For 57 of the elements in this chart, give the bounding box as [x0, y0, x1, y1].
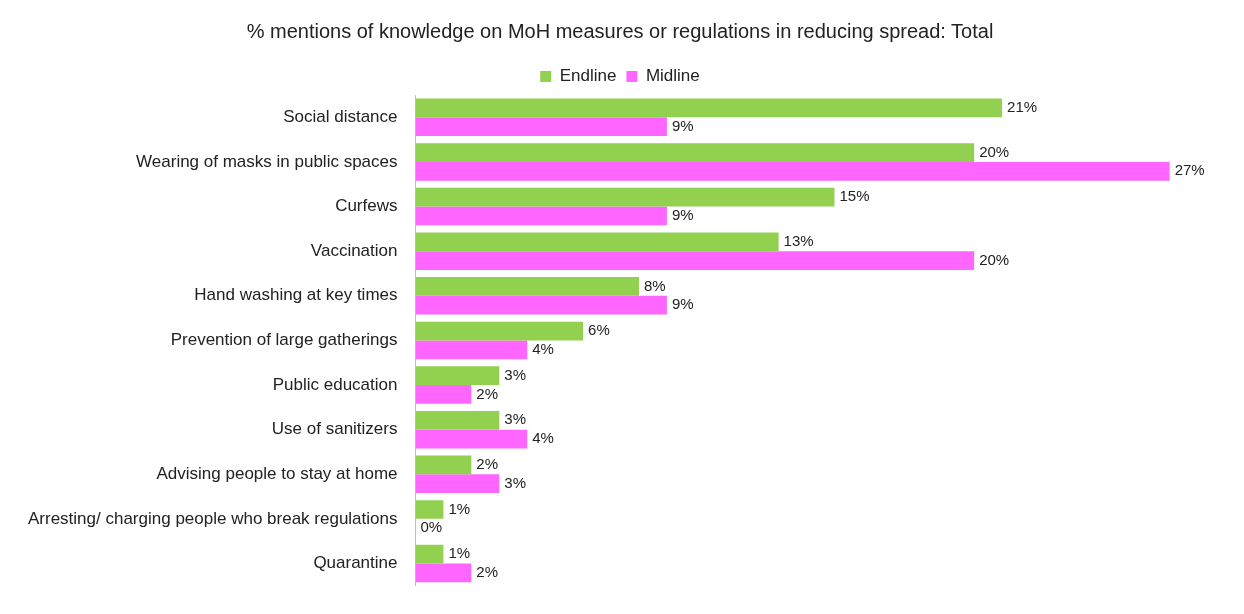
bar: [415, 206, 667, 226]
bar: [415, 321, 584, 341]
data-label: 4%: [532, 339, 554, 357]
data-label: 15%: [839, 187, 870, 205]
bar: [415, 98, 1003, 118]
data-label: 2%: [476, 563, 499, 580]
y-tick-label: Vaccination: [310, 240, 398, 260]
data-label: 9%: [671, 116, 694, 134]
bar: [415, 500, 444, 519]
bar: [415, 429, 528, 449]
bar: [415, 385, 472, 404]
bar: [415, 161, 1170, 181]
bar: [415, 295, 667, 315]
data-label: 13%: [783, 231, 814, 249]
y-tick-label: Public education: [272, 374, 398, 394]
data-label: 20%: [979, 142, 1010, 160]
bar: [415, 251, 975, 270]
y-tick-label: Advising people to stay at home: [156, 463, 398, 483]
data-label: 4%: [532, 429, 554, 447]
data-label: 20%: [979, 250, 1010, 268]
data-label: 9%: [671, 206, 694, 224]
bar: [415, 340, 528, 360]
legend-label: Midline: [645, 66, 700, 86]
y-tick-label: Social distance: [283, 107, 398, 126]
data-label: 6%: [588, 321, 610, 339]
bar: [415, 544, 444, 564]
bar: [415, 455, 472, 475]
y-tick-label: Curfews: [335, 196, 398, 216]
legend-label: Endline: [559, 66, 617, 86]
y-tick-label: Wearing of masks in public spaces: [136, 151, 398, 171]
bar: [415, 143, 975, 162]
y-tick-label: Quarantine: [313, 553, 398, 573]
data-label: 9%: [671, 295, 694, 313]
data-label: 3%: [504, 410, 526, 428]
bar: [415, 277, 639, 296]
data-label: 2%: [476, 384, 499, 402]
bar: [415, 187, 835, 207]
y-tick-label: Hand washing at key times: [194, 285, 398, 305]
chart-title: % mentions of knowledge on MoH measures or regulations in reducing spread: Total: [246, 19, 994, 42]
data-label: 1%: [448, 544, 471, 562]
data-label: 3%: [504, 365, 526, 383]
data-label: 3%: [504, 473, 526, 491]
bar: [415, 117, 667, 137]
data-label: 2%: [476, 455, 499, 473]
data-label: 0%: [420, 518, 443, 536]
bar: [415, 474, 500, 493]
bar: [415, 563, 472, 583]
y-tick-label: Use of sanitizers: [271, 419, 398, 439]
y-tick-label: Prevention of large gatherings: [170, 330, 398, 350]
y-tick-label: Arresting/ charging people who break regulations: [27, 508, 398, 528]
data-label: 27%: [1174, 161, 1205, 179]
data-label: 21%: [1007, 98, 1038, 116]
data-label: 1%: [448, 499, 471, 517]
bar: [415, 232, 779, 252]
bar: [415, 366, 500, 386]
data-label: 8%: [643, 276, 666, 294]
bar: [415, 410, 500, 430]
